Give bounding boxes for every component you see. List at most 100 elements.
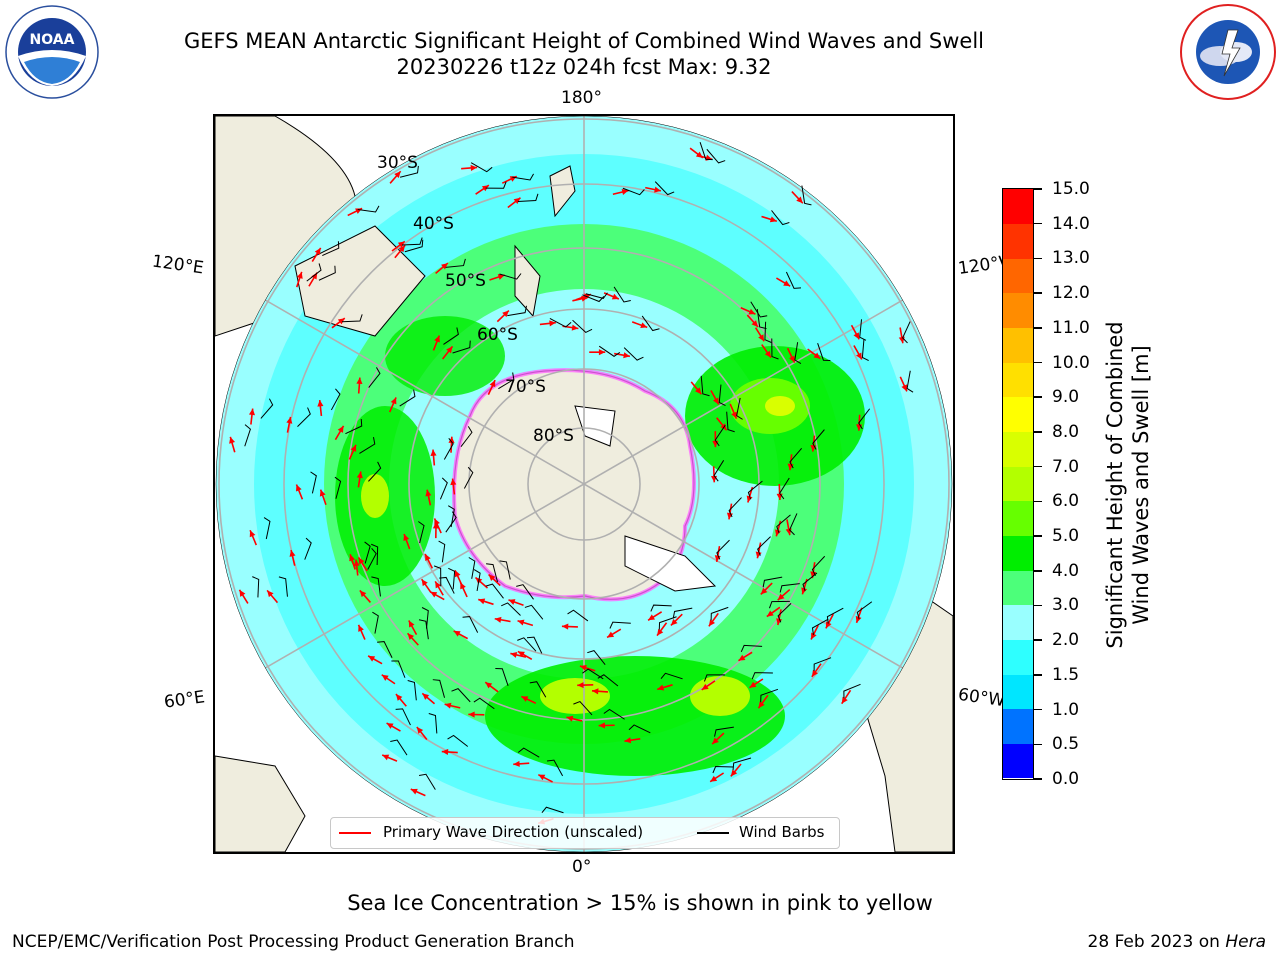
lon-label-0: 0° bbox=[572, 857, 592, 877]
colorbar-segment bbox=[1003, 743, 1033, 779]
wave-arrow-head bbox=[513, 760, 520, 767]
lon-label-120e: 120°E bbox=[150, 251, 205, 279]
legend-wave-direction-swatch bbox=[339, 832, 371, 834]
wind-barb bbox=[785, 271, 802, 289]
colorbar-segment bbox=[1003, 674, 1033, 710]
wind-barb bbox=[713, 460, 725, 482]
colorbar-segment bbox=[1003, 362, 1033, 398]
lat-label-70s: 70°S bbox=[505, 377, 546, 397]
wind-barb bbox=[485, 181, 507, 189]
colorbar-tick bbox=[1034, 778, 1042, 780]
wind-barb bbox=[260, 398, 274, 419]
wind-barb bbox=[399, 165, 419, 178]
wave-arrow-head bbox=[623, 352, 630, 359]
wind-barb bbox=[771, 210, 790, 226]
colorbar-segment bbox=[1003, 500, 1033, 536]
wind-barb bbox=[359, 437, 376, 454]
colorbar-tick bbox=[1034, 639, 1042, 641]
wave-arrow-head bbox=[598, 349, 606, 356]
wind-barb bbox=[418, 773, 436, 790]
wind-barb bbox=[718, 384, 726, 407]
colorbar-segment bbox=[1003, 639, 1033, 675]
wave-arrow-head bbox=[749, 681, 757, 688]
wind-barb bbox=[377, 641, 393, 658]
wave-arrow-head bbox=[901, 384, 908, 392]
lat-label-50s: 50°S bbox=[445, 271, 486, 291]
wind-barb bbox=[399, 389, 416, 407]
wave-arrow-head bbox=[764, 350, 771, 358]
wave-arrow-head bbox=[249, 530, 256, 538]
wave-arrow-head bbox=[381, 674, 389, 681]
wind-barb bbox=[906, 370, 914, 393]
wave-arrow-head bbox=[508, 599, 516, 605]
wind-barb bbox=[516, 584, 534, 600]
wind-barb bbox=[764, 321, 772, 343]
wind-barb bbox=[776, 514, 791, 534]
lon-label-60w: 60°W bbox=[956, 684, 1007, 712]
lat-label-80s: 80°S bbox=[533, 426, 574, 446]
wind-barb bbox=[498, 372, 515, 390]
wind-barb bbox=[391, 660, 406, 678]
wave-arrow-head bbox=[481, 185, 489, 192]
wind-barb bbox=[448, 567, 456, 590]
colorbar-segment bbox=[1003, 604, 1033, 640]
colorbar-tick-label: 1.5 bbox=[1052, 664, 1080, 685]
wind-barb bbox=[650, 604, 672, 612]
wave-arrow-head bbox=[581, 295, 589, 302]
wind-barb bbox=[345, 418, 363, 435]
wave-arrow-head bbox=[434, 518, 440, 526]
wave-arrow-head bbox=[425, 554, 431, 562]
colorbar-tick-label: 12.0 bbox=[1052, 283, 1090, 304]
wave-arrow-head bbox=[382, 754, 390, 761]
colorbar-segment bbox=[1003, 258, 1033, 294]
wave-arrow-head bbox=[416, 726, 424, 734]
wind-barb bbox=[404, 239, 424, 253]
wave-arrow-head bbox=[337, 425, 344, 433]
wind-barb bbox=[460, 426, 473, 447]
wind-barb bbox=[716, 539, 730, 560]
colorbar-tick bbox=[1034, 396, 1042, 398]
wind-barb bbox=[801, 185, 812, 206]
wind-barb bbox=[443, 327, 459, 345]
colorbar-tick bbox=[1034, 361, 1042, 364]
wave-arrow-head bbox=[295, 484, 302, 492]
wind-barb bbox=[263, 517, 271, 540]
wind-barb bbox=[529, 681, 547, 698]
wind-barb bbox=[507, 305, 528, 317]
colorbar-title-line2: Wind Waves and Swell [m] bbox=[1129, 345, 1153, 625]
wave-arrow-head bbox=[470, 164, 478, 172]
wave-arrow-head bbox=[648, 614, 656, 621]
wind-barb bbox=[582, 668, 604, 680]
wave-arrow-head bbox=[430, 591, 438, 598]
footer-branch: NCEP/EMC/Verification Post Processing Pr… bbox=[12, 932, 575, 952]
colorbar-segment bbox=[1003, 292, 1033, 329]
wave-arrow-head bbox=[801, 587, 808, 595]
colorbar-tick-label: 13.0 bbox=[1052, 248, 1090, 269]
wave-arrow-head bbox=[796, 196, 803, 204]
wind-barb bbox=[728, 497, 742, 518]
wind-barb bbox=[567, 609, 589, 622]
colorbar-tick bbox=[1034, 292, 1042, 294]
wind-barb bbox=[858, 408, 871, 430]
wave-arrow-head bbox=[598, 722, 605, 729]
colorbar-tick-label: 4.0 bbox=[1052, 560, 1080, 581]
wave-arrow-head bbox=[755, 551, 762, 559]
chart-subtitle: 20230226 t12z 024h fcst Max: 9.32 bbox=[396, 55, 772, 79]
wave-arrow-head bbox=[579, 664, 587, 671]
wind-barb bbox=[757, 536, 771, 556]
wave-direction-arrows bbox=[229, 147, 908, 825]
wave-arrow-head bbox=[813, 352, 821, 359]
wind-barb bbox=[541, 806, 564, 814]
colorbar-segment bbox=[1003, 466, 1033, 502]
wave-arrow-head bbox=[577, 682, 584, 689]
wind-barb bbox=[322, 241, 340, 256]
wave-arrow-head bbox=[513, 197, 521, 205]
wave-arrow-head bbox=[349, 554, 356, 562]
wind-barb bbox=[826, 607, 844, 624]
wave-arrow-head bbox=[430, 449, 437, 457]
wind-barb bbox=[447, 505, 455, 528]
colorbar-tick-label: 14.0 bbox=[1052, 213, 1090, 234]
wave-arrow-head bbox=[441, 748, 449, 755]
wind-barb bbox=[812, 429, 825, 450]
wind-barb bbox=[706, 148, 726, 164]
